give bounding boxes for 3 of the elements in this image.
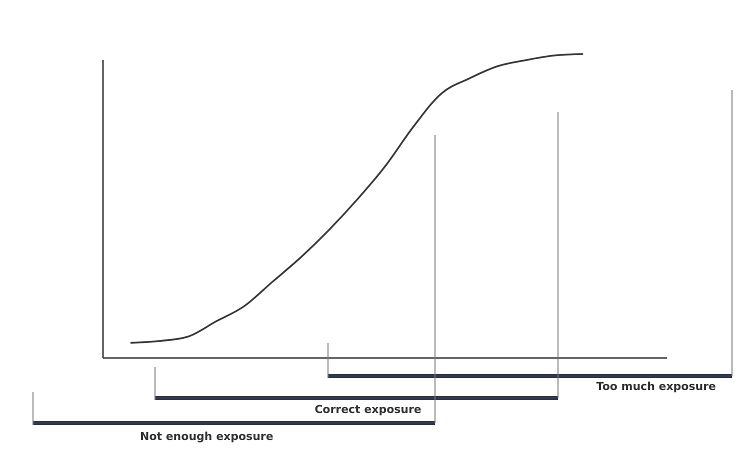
text: Not enough exposure	[140, 430, 274, 443]
text: Too much exposure	[596, 380, 716, 393]
text: Correct exposure	[314, 403, 422, 416]
